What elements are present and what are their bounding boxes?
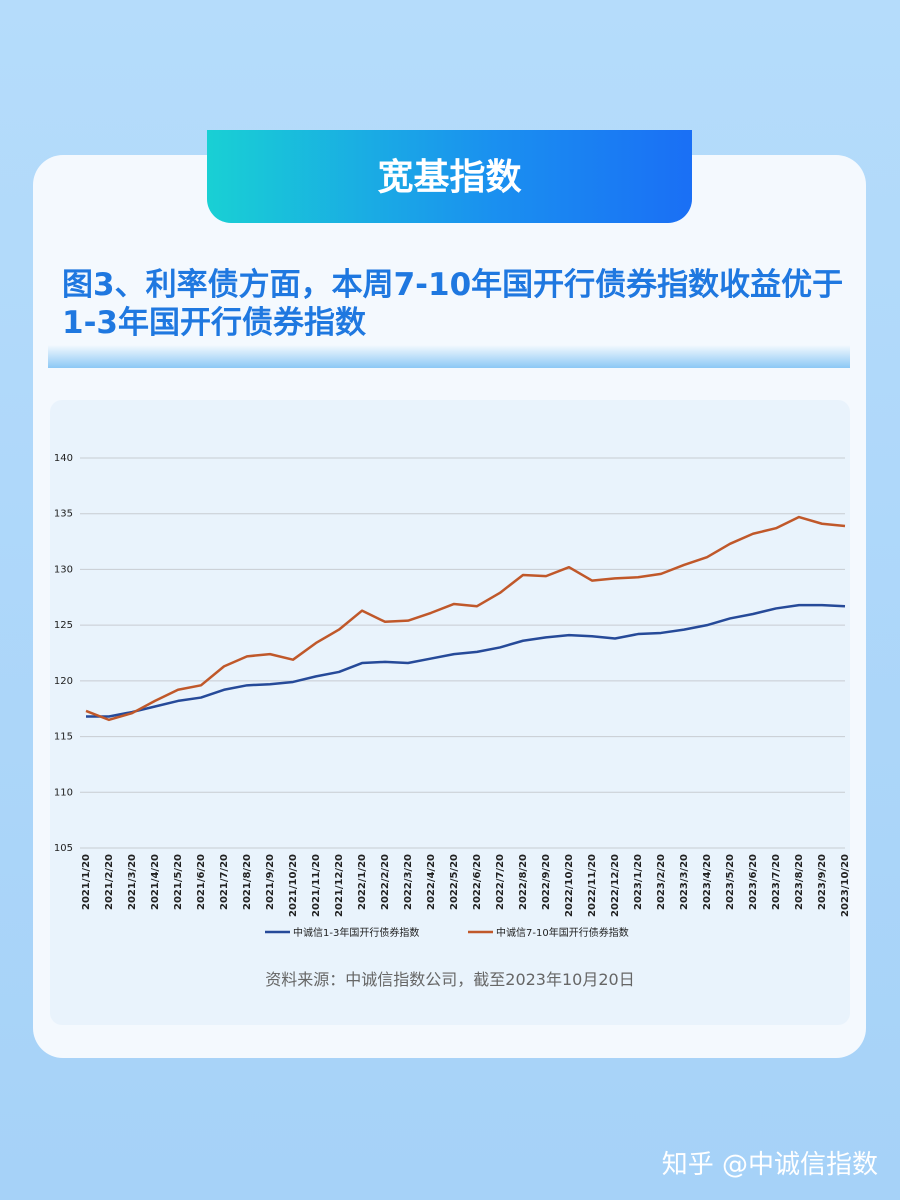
badge: 宽基指数	[207, 130, 692, 223]
chart-title: 图3、利率债方面，本周7-10年国开行债券指数收益优于1-3年国开行债券指数	[62, 267, 844, 341]
x-tick-label: 2021/12/20	[334, 854, 345, 917]
y-tick-label: 125	[54, 620, 73, 631]
x-tick-label: 2022/3/20	[403, 854, 414, 910]
x-tick-label: 2022/9/20	[541, 854, 552, 910]
x-tick-label: 2022/6/20	[472, 854, 483, 910]
legend-label: 中诚信1-3年国开行债券指数	[293, 926, 419, 939]
watermark: 知乎 @中诚信指数	[661, 1150, 878, 1180]
x-tick-label: 2022/4/20	[426, 854, 437, 910]
y-tick-label: 135	[54, 509, 73, 520]
y-tick-label: 130	[54, 564, 73, 575]
x-tick-label: 2021/4/20	[150, 854, 161, 910]
source-note: 资料来源：中诚信指数公司，截至2023年10月20日	[265, 970, 635, 989]
x-tick-label: 2021/10/20	[288, 854, 299, 917]
x-tick-label: 2022/12/20	[610, 854, 621, 917]
x-tick-label: 2023/3/20	[679, 854, 690, 910]
x-tick-label: 2022/7/20	[495, 854, 506, 910]
y-tick-label: 105	[54, 843, 73, 854]
x-tick-label: 2022/5/20	[449, 854, 460, 910]
x-tick-label: 2021/8/20	[242, 854, 253, 910]
x-tick-label: 2023/9/20	[817, 854, 828, 910]
x-tick-label: 2023/8/20	[794, 854, 805, 910]
y-tick-label: 140	[54, 453, 73, 464]
x-tick-label: 2021/2/20	[104, 854, 115, 910]
x-tick-label: 2022/10/20	[564, 854, 575, 917]
y-tick-label: 110	[54, 787, 73, 798]
chart-panel	[50, 400, 850, 1025]
x-tick-label: 2023/4/20	[702, 854, 713, 910]
x-tick-label: 2022/11/20	[587, 854, 598, 917]
series-line	[86, 603, 846, 718]
x-tick-label: 2022/2/20	[380, 854, 391, 910]
x-tick-label: 2021/11/20	[311, 854, 322, 917]
legend-label: 中诚信7-10年国开行债券指数	[496, 926, 629, 939]
x-tick-label: 2023/5/20	[725, 854, 736, 910]
x-tick-label: 2023/10/20	[840, 854, 851, 917]
x-tick-label: 2023/1/20	[633, 854, 644, 910]
x-tick-label: 2022/1/20	[357, 854, 368, 910]
y-tick-label: 115	[54, 732, 73, 743]
x-tick-label: 2022/8/20	[518, 854, 529, 910]
x-tick-label: 2023/2/20	[656, 854, 667, 910]
x-tick-label: 2021/1/20	[81, 854, 92, 910]
series-line	[85, 515, 846, 722]
x-tick-label: 2021/5/20	[173, 854, 184, 910]
x-tick-label: 2021/9/20	[265, 854, 276, 910]
x-tick-label: 2021/7/20	[219, 854, 230, 910]
x-tick-label: 2021/6/20	[196, 854, 207, 910]
x-tick-label: 2021/3/20	[127, 854, 138, 910]
y-tick-label: 120	[54, 676, 73, 687]
x-tick-label: 2023/6/20	[748, 854, 759, 910]
x-tick-label: 2023/7/20	[771, 854, 782, 910]
divider	[48, 345, 850, 368]
